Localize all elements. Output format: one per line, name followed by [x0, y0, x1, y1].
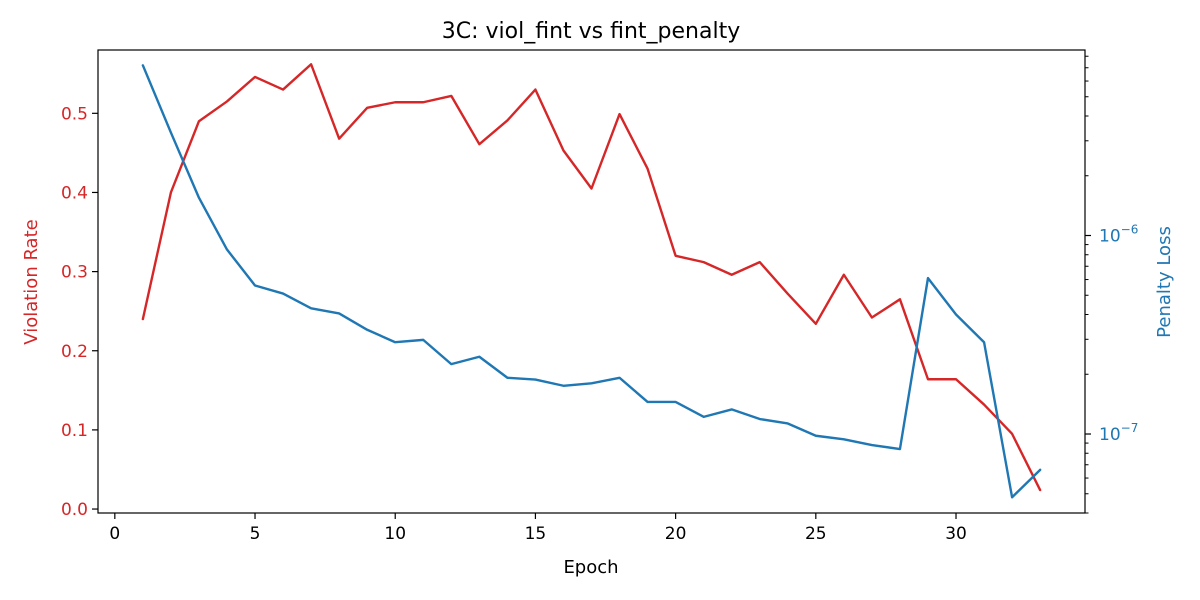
x-tick-label: 25 — [805, 524, 827, 544]
right-y-axis-label: Penalty Loss — [1154, 226, 1175, 338]
left-y-tick-label: 0.0 — [61, 500, 88, 520]
chart-title: 3C: viol_fint vs fint_penalty — [442, 19, 740, 44]
plot-area — [141, 63, 1042, 499]
left-y-tick-label: 0.3 — [61, 263, 88, 283]
right-y-tick-label: 10−7 — [1099, 421, 1138, 445]
x-tick-label: 0 — [109, 524, 120, 544]
left-y-tick-label: 0.2 — [61, 342, 88, 362]
x-tick-label: 30 — [945, 524, 967, 544]
axes: 0 5 10 15 20 25 30 0.0 0.1 0.2 0.3 0.4 0.5 10−7 10−6 — [61, 55, 1138, 544]
violation-rate-line — [141, 63, 1042, 492]
x-tick-label: 10 — [384, 524, 406, 544]
x-tick-label: 5 — [250, 524, 261, 544]
right-y-tick-label: 10−6 — [1099, 223, 1138, 247]
x-tick-label: 20 — [665, 524, 687, 544]
left-y-tick-label: 0.5 — [61, 104, 88, 124]
plot-frame — [97, 49, 1086, 514]
left-y-axis-label: Violation Rate — [21, 219, 42, 344]
left-y-tick-label: 0.4 — [61, 183, 88, 203]
left-y-tick-label: 0.1 — [61, 421, 88, 441]
penalty-loss-line — [141, 64, 1042, 499]
x-tick-label: 15 — [525, 524, 547, 544]
x-axis-label: Epoch — [563, 557, 618, 578]
